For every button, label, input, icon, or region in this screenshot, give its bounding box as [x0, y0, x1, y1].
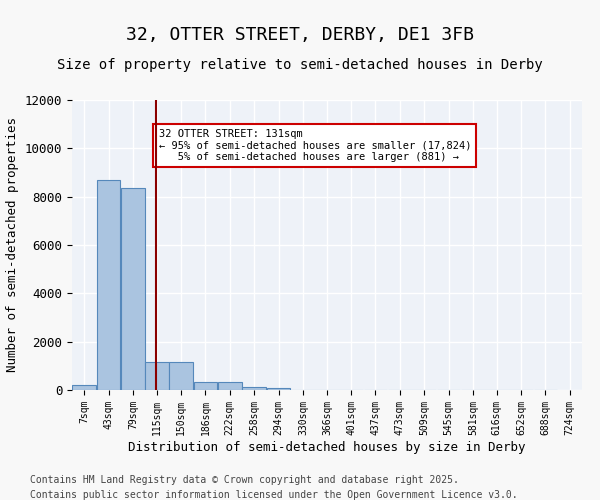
Text: Contains public sector information licensed under the Open Government Licence v3: Contains public sector information licen… — [30, 490, 518, 500]
Bar — [169, 362, 193, 390]
Bar — [267, 388, 290, 390]
Bar — [145, 362, 169, 390]
Bar — [121, 188, 145, 390]
Text: Size of property relative to semi-detached houses in Derby: Size of property relative to semi-detach… — [57, 58, 543, 72]
Text: 32, OTTER STREET, DERBY, DE1 3FB: 32, OTTER STREET, DERBY, DE1 3FB — [126, 26, 474, 44]
Bar — [194, 382, 217, 390]
Bar — [242, 387, 266, 390]
Bar — [97, 180, 121, 390]
Text: Contains HM Land Registry data © Crown copyright and database right 2025.: Contains HM Land Registry data © Crown c… — [30, 475, 459, 485]
Y-axis label: Number of semi-detached properties: Number of semi-detached properties — [6, 118, 19, 372]
X-axis label: Distribution of semi-detached houses by size in Derby: Distribution of semi-detached houses by … — [128, 440, 526, 454]
Bar — [218, 382, 242, 390]
Bar — [73, 385, 96, 390]
Text: 32 OTTER STREET: 131sqm
← 95% of semi-detached houses are smaller (17,824)
   5%: 32 OTTER STREET: 131sqm ← 95% of semi-de… — [158, 129, 471, 162]
